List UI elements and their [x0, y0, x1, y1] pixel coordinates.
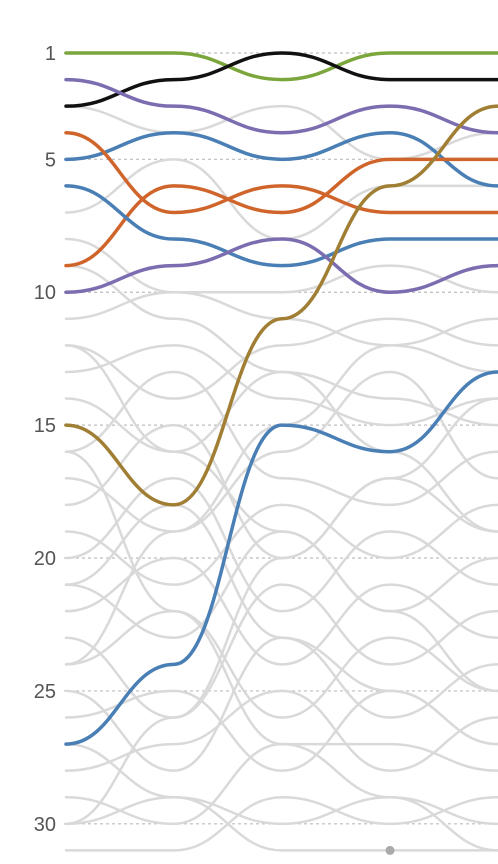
background-series-line-21 — [64, 795, 498, 826]
background-series-line-25 — [64, 344, 498, 666]
background-series-line-22 — [64, 795, 498, 852]
background-series-line-14 — [64, 556, 498, 666]
background-series-line-11 — [64, 503, 498, 586]
background-series-line-24 — [64, 344, 498, 693]
point-markers — [385, 845, 395, 855]
highlighted-series-line-3 — [64, 77, 498, 135]
background-series-line-7 — [64, 370, 498, 453]
background-series-line-9 — [64, 370, 498, 533]
background-series-line-28 — [64, 264, 498, 533]
background-series-line-23 — [64, 742, 498, 852]
highlighted-series-line-4 — [64, 130, 498, 188]
background-series-line-20 — [64, 742, 498, 826]
highlighted-series-line-7 — [64, 184, 498, 268]
background-series-line-3 — [64, 237, 498, 294]
highlighted-series-line-9 — [64, 104, 498, 507]
background-series-line-1 — [64, 104, 498, 161]
y-tick-label-1: 1 — [45, 43, 56, 65]
background-series-line-29 — [64, 503, 498, 746]
background-series-line-16 — [64, 609, 498, 719]
y-tick-label-25: 25 — [34, 681, 56, 703]
background-series-line-8 — [64, 370, 498, 507]
highlighted-series-line-1 — [64, 51, 498, 82]
y-tick-label-10: 10 — [34, 282, 56, 304]
background-series-line-27 — [64, 450, 498, 852]
background-series — [64, 104, 498, 852]
background-series-line-15 — [64, 583, 498, 719]
highlighted-series — [64, 51, 498, 746]
highlighted-series-line-10 — [64, 370, 498, 746]
background-series-line-12 — [64, 477, 498, 613]
highlighted-series-line-8 — [64, 237, 498, 294]
background-series-line-19 — [64, 689, 498, 772]
y-tick-label-30: 30 — [34, 814, 56, 836]
highlighted-series-line-2 — [64, 51, 498, 108]
background-series-line-2 — [64, 158, 498, 241]
highlighted-series-line-6 — [64, 157, 498, 268]
highlighted-series-line-5 — [64, 130, 498, 215]
background-series-line-5 — [64, 317, 498, 400]
y-tick-label-20: 20 — [34, 548, 56, 570]
y-tick-label-15: 15 — [34, 415, 56, 437]
background-series-line-6 — [64, 344, 498, 427]
y-tick-label-5: 5 — [45, 149, 56, 171]
point-marker-1 — [385, 845, 395, 855]
background-series-line-10 — [64, 423, 498, 560]
background-series-line-18 — [64, 689, 498, 772]
